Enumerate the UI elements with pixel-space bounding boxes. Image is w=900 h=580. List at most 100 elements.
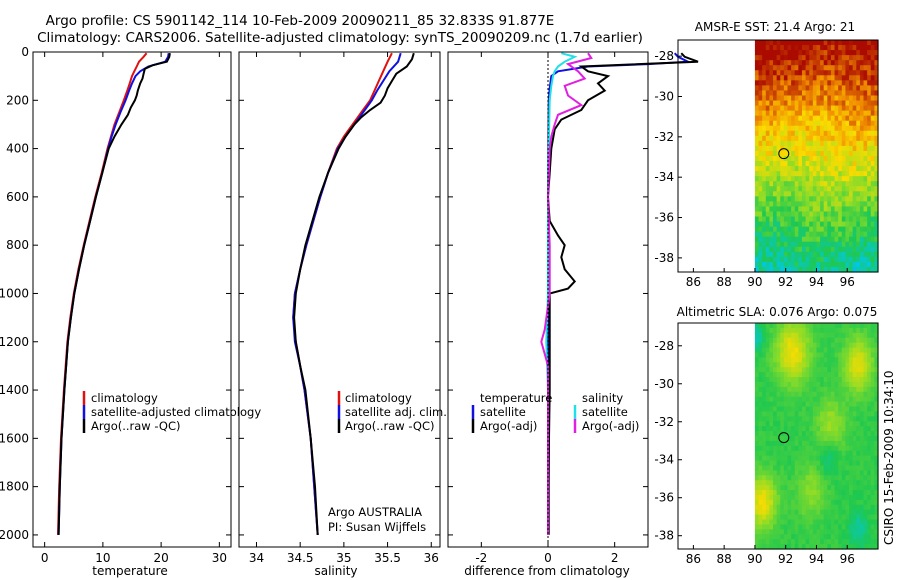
heatmap-cell [823,342,828,349]
heatmap-cell [769,426,774,432]
heatmap-cell [765,236,770,243]
heatmap-cell [834,85,839,92]
heatmap-cell [874,171,879,177]
heatmap-cell [805,261,810,268]
heatmap-cell [841,100,847,107]
heatmap-cell [852,534,857,540]
heatmap-cell [791,226,796,233]
heatmap-cell [765,524,770,530]
heatmap-cell [830,105,836,112]
heatmap-cell [812,191,818,197]
heatmap-cell [809,145,814,152]
heatmap-cell [856,332,861,339]
heatmap-cell [754,323,760,329]
heatmap-cell [849,115,854,122]
heatmap-cell [823,499,828,506]
heatmap-cell [773,246,778,253]
heatmap-cell [852,337,857,344]
heatmap-cell [780,211,785,218]
heatmap-cell [805,176,810,182]
heatmap-cell [798,445,803,452]
heatmap-cell [856,145,861,152]
heatmap-cell [780,161,785,167]
heatmap-cell [787,362,792,368]
heatmap-cell [780,40,785,46]
heatmap-cell [765,342,770,349]
heatmap-cell [812,396,818,403]
heatmap-cell [809,323,814,329]
heatmap-cell [820,455,825,462]
heatmap-cell [787,504,792,511]
heatmap-cell [758,186,763,192]
heatmap-cell [754,266,760,273]
heatmap-cell [758,386,763,393]
heatmap-cell [830,40,836,46]
heatmap-cell [827,150,832,157]
heatmap-cell [791,110,796,117]
heatmap-cell [787,55,792,61]
heatmap-cell [801,426,807,432]
heatmap-cell [791,386,796,393]
heatmap-cell [805,386,810,393]
heatmap-cell [794,391,799,398]
heatmap-cell [780,490,785,496]
heatmap-cell [823,45,828,51]
heatmap-cell [823,166,828,172]
heatmap-cell [834,411,839,417]
heatmap-cell [870,357,875,363]
heatmap-cell [845,490,850,496]
heatmap-cell [823,125,828,132]
heatmap-cell [773,499,778,506]
heatmap-cell [863,337,868,344]
heatmap-cell [863,391,868,398]
heatmap-cell [827,266,832,273]
heatmap-cell [762,386,767,393]
heatmap-cell [798,256,803,263]
heatmap-cell [769,534,774,540]
heatmap-cell [816,50,821,56]
heatmap-cell [859,332,865,339]
heatmap-cell [773,401,778,408]
heatmap-cell [870,40,875,46]
heatmap-cell [823,191,828,197]
heatmap-cell [769,367,774,373]
heatmap-cell [830,226,836,233]
heatmap-cell [823,65,828,71]
heatmap-cell [852,166,857,172]
heatmap-cell [765,166,770,172]
heatmap-cell [816,125,821,132]
heatmap-cell [769,475,774,481]
heatmap-cell [765,539,770,545]
heatmap-cell [874,323,879,329]
heatmap-cell [838,514,843,521]
heatmap-cell [754,529,760,535]
heatmap-cell [823,323,828,329]
heatmap-cell [773,191,778,197]
heatmap-cell [783,504,789,511]
heatmap-cell [856,95,861,102]
heatmap-cell [867,475,872,481]
heatmap-cell [809,519,814,526]
heatmap-cell [787,221,792,228]
heatmap-cell [859,455,865,462]
heatmap-cell [874,490,879,496]
heatmap-cell [874,140,879,147]
heatmap-cell [856,80,861,86]
heatmap-cell [874,110,879,117]
heatmap-cell [783,509,789,516]
heatmap-cell [874,485,879,491]
heatmap-cell [809,161,814,167]
heatmap-cell [859,90,865,97]
heatmap-cell [856,401,861,408]
heatmap-cell [841,544,847,550]
heatmap-cell [769,105,774,112]
heatmap-cell [870,323,875,329]
heatmap-cell [859,499,865,506]
heatmap-cell [780,196,785,202]
heatmap-cell [801,504,807,511]
heatmap-cell [762,323,767,329]
heatmap-cell [834,201,839,208]
heatmap-cell [834,125,839,132]
heatmap-cell [852,45,857,51]
heatmap-cell [841,514,847,521]
